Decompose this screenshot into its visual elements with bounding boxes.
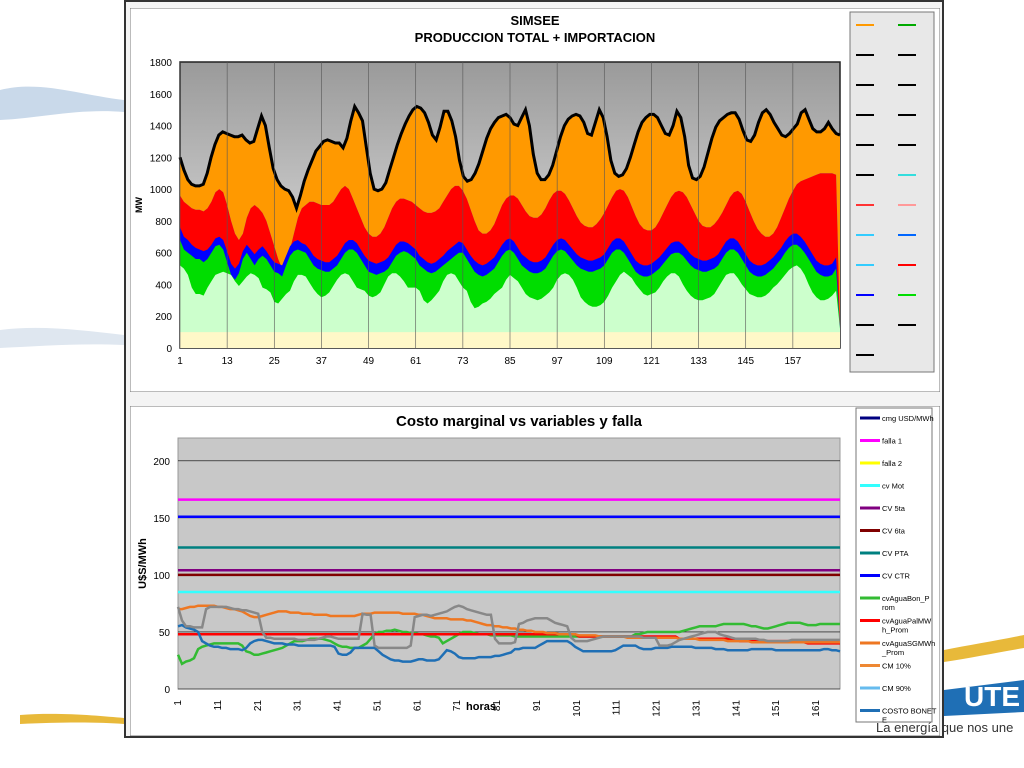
- chart1-xtick-label: 73: [457, 356, 469, 367]
- ute-logo-text: UTE: [964, 681, 1020, 712]
- chart2-xtick-label: 161: [811, 700, 822, 717]
- chart1-subtitle: PRODUCCION TOTAL + IMPORTACION: [415, 30, 656, 45]
- chart1-ytick-label: 1000: [150, 185, 173, 196]
- chart2-xtick-label: 81: [492, 700, 503, 712]
- chart1-ylabel: MW: [134, 197, 144, 213]
- chart1-xtick-label: 61: [410, 356, 422, 367]
- chart1-ytick-label: 0: [166, 344, 172, 355]
- chart2-legend-label: CV 6ta: [882, 527, 906, 536]
- chart1-xtick-label: 37: [316, 356, 328, 367]
- chart2-legend-label: cvAguaSGMWh _Prom: [881, 639, 935, 657]
- chart1-ytick-label: 1600: [150, 90, 173, 101]
- chart2-title: Costo marginal vs variables y falla: [396, 413, 643, 430]
- chart1-ytick-label: 1800: [150, 58, 173, 69]
- chart2-ytick-label: 150: [153, 514, 170, 525]
- left-swoosh-1: [0, 86, 124, 120]
- chart1-legend: [849, 11, 935, 373]
- marginal-cost-chart: Costo marginal vs variables y falla 0 50 10…: [130, 406, 940, 736]
- chart2-ytick-label: 50: [159, 628, 171, 639]
- production-chart: SIMSEE PRODUCCION TOTAL + IMPORTACION 1 13 2…: [130, 8, 940, 392]
- chart2-xtick-label: 41: [333, 700, 344, 712]
- chart2-legend: cmg USD/MWh falla 1 falla 2 cv Mot CV 5ta CV …: [855, 407, 937, 725]
- chart2-xlabel: horas: [466, 701, 496, 713]
- chart2-legend-label: cvAguaPalMW h_Prom: [882, 617, 932, 635]
- chart2-legend-label: CV PTA: [882, 549, 909, 558]
- chart2-legend-label: cv Mot: [882, 482, 905, 491]
- chart1-xtick-label: 157: [785, 356, 802, 367]
- chart2-xtick-label: 51: [372, 700, 383, 712]
- chart1-xtick-label: 97: [552, 356, 564, 367]
- chart2-xtick-label: 151: [771, 700, 782, 717]
- chart1-ytick-label: 600: [155, 249, 172, 260]
- chart2-series-line: [177, 623, 841, 663]
- chart2-legend-label: CM 10%: [882, 662, 911, 671]
- chart1-ytick-label: 1400: [150, 122, 173, 133]
- chart2-xtick-label: 11: [213, 700, 224, 711]
- brand-tagline: La energía que nos une: [876, 720, 1014, 735]
- chart2-xtick-label: 121: [652, 700, 663, 717]
- chart2-legend-label: cvAguaBon_P rom: [882, 594, 930, 612]
- chart2-plot-area: [177, 437, 841, 690]
- chart2-xtick-label: 101: [572, 700, 583, 717]
- chart2-series-line: [178, 604, 840, 644]
- chart2-ytick-label: 100: [153, 571, 170, 582]
- chart1-xtick-label: 85: [504, 356, 516, 367]
- chart1-ytick-label: 1200: [150, 153, 173, 164]
- chart2-legend-label: falla 1: [882, 437, 902, 446]
- chart1-xtick-label: 1: [177, 356, 183, 367]
- chart1-xtick-label: 133: [690, 356, 707, 367]
- left-swoosh-3: [20, 713, 124, 724]
- chart2-xtick-label: 131: [691, 700, 702, 717]
- chart2-xtick-label: 31: [293, 700, 304, 712]
- chart2-legend-label: CV CTR: [882, 572, 911, 581]
- chart1-title: SIMSEE: [510, 13, 559, 28]
- chart1-xtick-label: 49: [363, 356, 375, 367]
- chart1-xtick-label: 145: [737, 356, 754, 367]
- chart1-xtick-label: 109: [596, 356, 613, 367]
- chart2-ytick-label: 200: [153, 457, 170, 468]
- chart2-xtick-label: 21: [253, 700, 264, 712]
- chart2-xtick-label: 111: [612, 700, 623, 716]
- chart1-xtick-label: 121: [643, 356, 660, 367]
- right-swoosh: [944, 635, 1024, 662]
- chart1-xtick-label: 13: [222, 356, 234, 367]
- chart2-series-line: [176, 604, 840, 650]
- chart2-xtick-label: 71: [452, 700, 463, 712]
- chart2-legend-label: falla 2: [882, 459, 902, 468]
- chart2-legend-label: CM 90%: [882, 684, 911, 693]
- chart1-xtick-label: 25: [269, 356, 281, 367]
- chart2-xtick-label: 61: [412, 700, 423, 712]
- chart2-xtick-label: 91: [532, 700, 543, 712]
- chart2-legend-label: CV 5ta: [882, 504, 906, 513]
- chart1-ytick-label: 200: [155, 312, 172, 323]
- chart1-ytick-label: 400: [155, 280, 172, 291]
- chart2-legend-label: cmg USD/MWh: [882, 414, 934, 423]
- chart2-legend-label: COSTO BONET E: [882, 707, 937, 725]
- chart2-series-line: [178, 632, 840, 645]
- ute-logo-block: [944, 680, 1024, 716]
- chart1-ytick-label: 800: [155, 217, 172, 228]
- chart2-ytick-label: 0: [164, 685, 170, 696]
- chart2-xtick-label: 141: [731, 700, 742, 717]
- chart2-ylabel: U$S/MWh: [137, 538, 149, 589]
- left-swoosh-2: [0, 327, 124, 348]
- chart2-xtick-label: 1: [173, 700, 184, 706]
